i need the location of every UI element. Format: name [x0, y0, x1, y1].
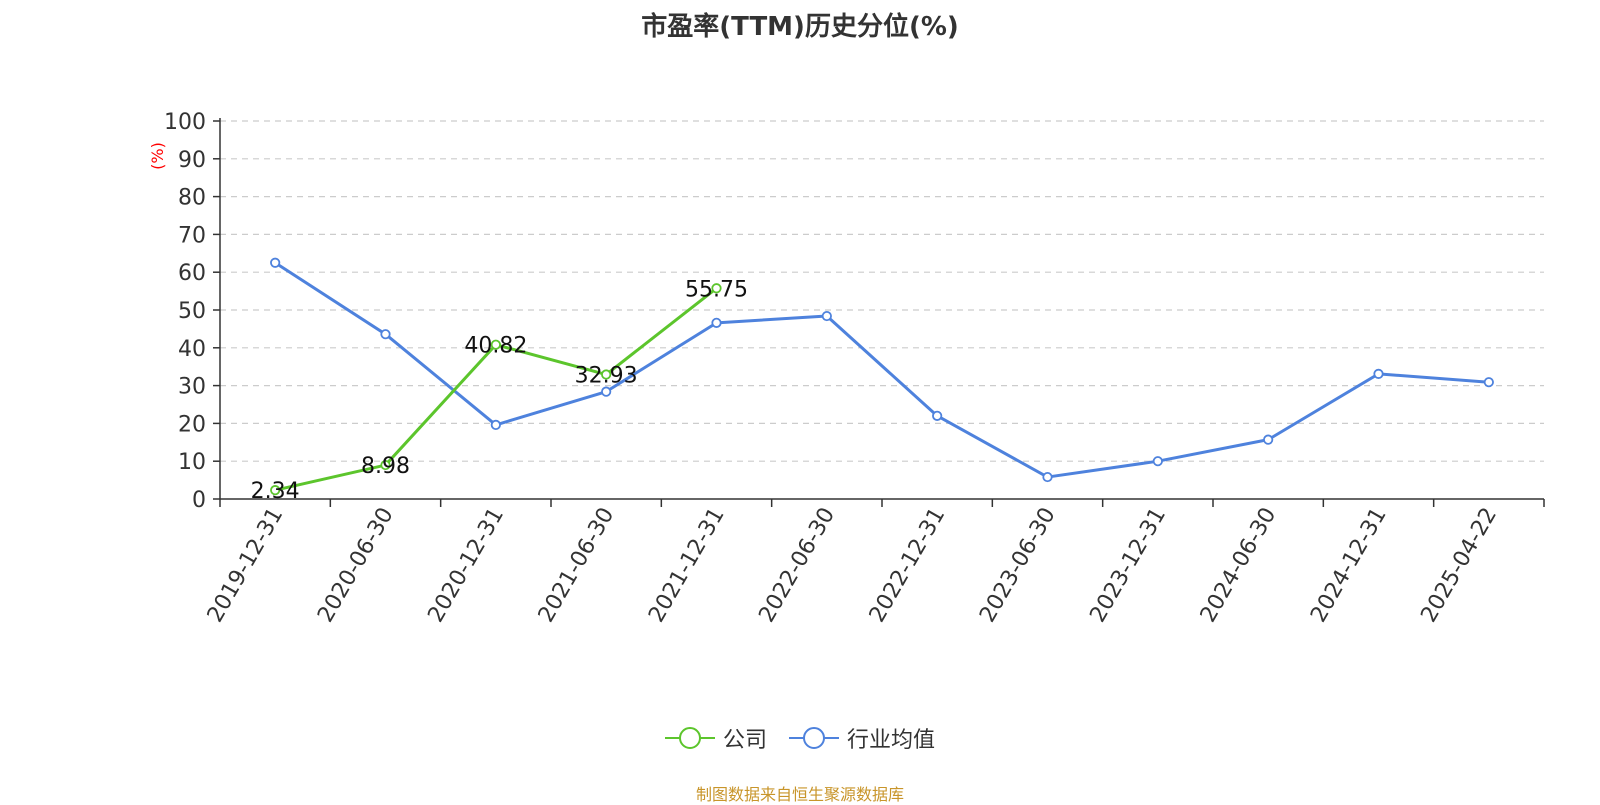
industry-point — [1483, 377, 1494, 388]
industry-point — [1263, 434, 1274, 445]
y-tick-label: 40 — [178, 337, 206, 362]
company-data-label: 55.75 — [685, 277, 748, 302]
x-tick-label: 2021-12-31 — [644, 504, 730, 627]
company-data-label: 2.34 — [251, 479, 300, 504]
y-tick-label: 50 — [178, 299, 206, 324]
y-axis-label: (%) — [148, 142, 167, 170]
industry-point — [1373, 368, 1384, 379]
y-tick-label: 70 — [178, 223, 206, 248]
company-series-line — [274, 287, 718, 492]
source-note: 制图数据来自恒生聚源数据库 — [695, 785, 904, 804]
x-tick-label: 2019-12-31 — [203, 504, 289, 627]
company-point — [270, 485, 281, 496]
company-point — [601, 369, 612, 380]
axes: 0 10 20 30 40 50 60 70 80 90 100 (%) 2019-12-31 2020-… — [148, 110, 1545, 627]
industry-point — [1152, 456, 1163, 467]
x-tick-label: 2023-12-31 — [1085, 504, 1171, 627]
company-data-label: 8.98 — [361, 454, 410, 479]
grid-lines — [220, 120, 1544, 462]
industry-point — [821, 310, 832, 322]
industry-point — [601, 386, 612, 397]
company-point — [380, 459, 391, 471]
x-tick-label: 2022-06-30 — [754, 504, 840, 627]
industry-point — [1042, 471, 1053, 483]
y-tick-label: 80 — [178, 186, 206, 211]
x-tick-label: 2021-06-30 — [534, 504, 620, 627]
industry-point — [270, 257, 281, 268]
x-tick-label: 2025-04-22 — [1416, 504, 1502, 627]
industry-point — [380, 329, 391, 340]
y-tick-label: 90 — [178, 148, 206, 173]
x-tick-label: 2020-06-30 — [313, 504, 399, 627]
y-tick-label: 0 — [192, 488, 206, 513]
industry-point — [932, 410, 943, 421]
legend-industry-line-circle-icon — [789, 727, 839, 749]
data-labels: 2.34 8.98 40.82 32.93 55.75 — [251, 277, 748, 504]
legend-company-label: 公司 — [722, 728, 767, 753]
y-tick-label: 10 — [178, 450, 206, 475]
chart-title: 市盈率(TTM)历史分位(%) — [641, 12, 959, 42]
x-tick-label: 2024-06-30 — [1196, 504, 1282, 627]
industry-point — [490, 419, 501, 431]
industry-point — [711, 317, 722, 328]
industry-series-line — [274, 261, 1489, 479]
x-tick-label: 2023-06-30 — [975, 504, 1061, 627]
y-tick-label: 60 — [178, 261, 206, 286]
x-tick-label: 2024-12-31 — [1306, 504, 1392, 627]
legend-company-line-circle-icon — [664, 727, 715, 749]
company-data-label: 32.93 — [575, 364, 638, 389]
company-data-label: 40.82 — [464, 334, 527, 359]
y-tick-label: 20 — [178, 412, 206, 437]
x-tick-label: 2020-12-31 — [423, 504, 509, 627]
x-tick-label: 2022-12-31 — [865, 504, 951, 627]
legend-item-industry[interactable]: 行业均值 — [789, 722, 935, 754]
legend: 公司 行业均值 — [0, 722, 1600, 754]
legend-industry-label: 行业均值 — [847, 728, 936, 753]
company-point — [490, 339, 501, 350]
legend-item-company[interactable]: 公司 — [664, 722, 767, 754]
y-tick-label: 100 — [164, 110, 206, 135]
y-tick-label: 30 — [178, 375, 206, 400]
company-point — [711, 283, 722, 294]
series-lines — [270, 257, 1494, 496]
